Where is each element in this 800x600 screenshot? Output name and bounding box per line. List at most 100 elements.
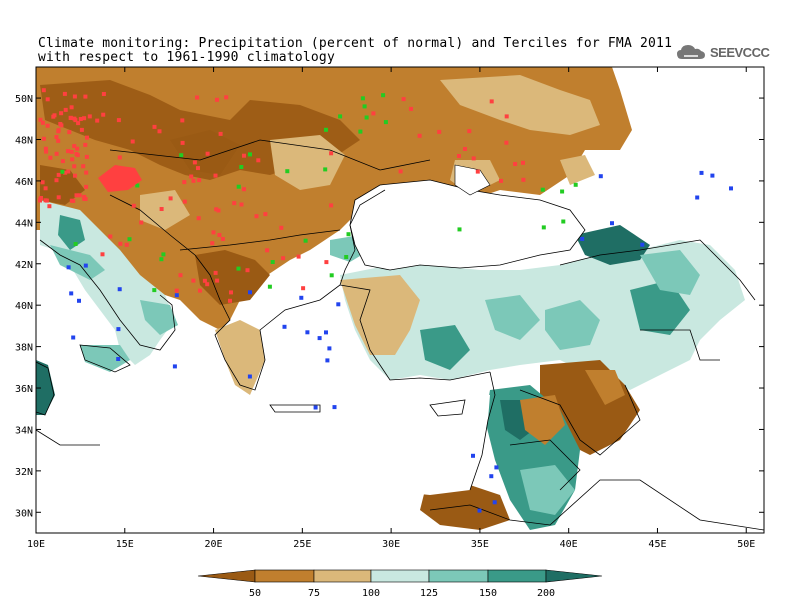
tercile-below-marker — [82, 196, 87, 201]
tercile-below-marker — [196, 166, 200, 171]
tercile-below-marker — [263, 212, 268, 217]
tercile-below-marker — [217, 233, 222, 237]
map-title-line-1: Climate monitoring: Precipitation (perce… — [38, 36, 673, 51]
x-tick-label: 20E — [205, 539, 223, 550]
tercile-below-marker — [265, 248, 270, 253]
tercile-below-marker — [40, 120, 45, 125]
y-tick-label: 50N — [15, 94, 33, 105]
wet-strong-georgia — [575, 225, 650, 265]
tercile-normal-marker — [179, 153, 184, 158]
tercile-below-marker — [504, 140, 509, 145]
tercile-above-marker — [116, 357, 121, 361]
tercile-normal-marker — [323, 167, 328, 172]
tercile-below-marker — [521, 177, 526, 182]
tercile-below-marker — [84, 184, 89, 189]
tercile-above-marker — [640, 242, 645, 247]
tercile-below-marker — [56, 138, 61, 143]
tercile-below-marker — [417, 133, 422, 138]
tercile-below-marker — [39, 196, 43, 200]
tercile-below-marker — [182, 199, 187, 204]
tercile-below-marker — [48, 155, 53, 160]
tercile-normal-marker — [457, 227, 462, 232]
y-tick-label: 48N — [15, 135, 33, 146]
tercile-below-marker — [205, 282, 210, 287]
x-tick-label: 35E — [471, 539, 489, 550]
tercile-below-marker — [66, 149, 70, 154]
tercile-normal-marker — [541, 225, 546, 230]
tercile-below-marker — [168, 196, 173, 201]
mediterranean-sea — [36, 380, 490, 495]
tercile-below-marker — [72, 144, 77, 149]
tercile-above-marker — [77, 298, 81, 303]
tercile-below-marker — [254, 214, 259, 219]
tercile-below-marker — [59, 111, 64, 116]
tercile-below-marker — [81, 164, 86, 169]
tercile-normal-marker — [324, 127, 328, 132]
tercile-below-marker — [467, 129, 472, 134]
tercile-below-marker — [76, 121, 81, 126]
tercile-below-marker — [239, 202, 244, 207]
tercile-below-marker — [63, 170, 68, 175]
tercile-below-marker — [45, 123, 50, 128]
tercile-below-marker — [56, 195, 61, 200]
tercile-below-marker — [77, 193, 82, 198]
tercile-below-marker — [51, 114, 56, 119]
tercile-below-marker — [159, 207, 164, 211]
tercile-below-marker — [398, 169, 403, 174]
tercile-above-marker — [327, 346, 332, 351]
tercile-below-marker — [139, 220, 144, 225]
tercile-normal-marker — [161, 252, 166, 257]
dry-light-northeast — [440, 75, 600, 135]
tercile-below-marker — [40, 180, 45, 185]
tercile-above-marker — [305, 330, 310, 335]
tercile-below-marker — [87, 114, 92, 119]
dry-syria-desert — [520, 395, 565, 445]
tercile-below-marker — [191, 278, 196, 283]
tercile-normal-marker — [362, 104, 367, 109]
tercile-below-marker — [38, 117, 43, 122]
tercile-below-marker — [100, 252, 105, 257]
tercile-normal-marker — [383, 120, 388, 125]
seevccc-logo: SEEVCCC — [676, 40, 770, 64]
tercile-normal-marker — [381, 93, 386, 98]
tercile-above-marker — [83, 263, 88, 268]
wet-strong-italy-north — [58, 215, 85, 250]
map-frame — [35, 66, 765, 534]
tercile-below-marker — [180, 118, 185, 123]
wet-jordan — [520, 465, 575, 515]
tercile-below-marker — [220, 237, 225, 241]
tercile-normal-marker — [73, 242, 78, 246]
tercile-normal-marker — [285, 169, 290, 174]
tercile-below-marker — [174, 288, 179, 293]
tercile-below-marker — [56, 129, 61, 134]
y-tick-label: 42N — [15, 260, 33, 271]
tercile-above-marker — [69, 291, 74, 296]
tercile-normal-marker — [248, 152, 252, 157]
tercile-below-marker — [182, 180, 187, 185]
dry-light-east — [270, 135, 345, 190]
tercile-below-marker — [499, 178, 503, 183]
x-tick-label: 15E — [116, 539, 134, 550]
tercile-normal-marker — [560, 189, 565, 194]
dry-strong-core — [170, 130, 240, 175]
tercile-below-marker — [232, 201, 237, 206]
tercile-above-marker — [248, 290, 252, 295]
y-tick-label: 30N — [15, 508, 33, 519]
tercile-below-marker — [401, 97, 406, 102]
tercile-below-marker — [67, 130, 72, 135]
tercile-above-marker — [494, 465, 499, 470]
x-tick-label: 40E — [560, 539, 578, 550]
tercile-below-marker — [463, 147, 467, 151]
tercile-above-marker — [610, 221, 614, 226]
legend-label: 150 — [479, 588, 497, 599]
tercile-normal-marker — [573, 182, 578, 187]
y-tick-label: 36N — [15, 384, 33, 395]
tercile-below-marker — [242, 153, 246, 158]
x-tick-label: 10E — [27, 539, 45, 550]
tercile-below-marker — [178, 273, 183, 278]
tercile-below-marker — [72, 164, 77, 169]
tercile-below-marker — [72, 94, 77, 99]
tercile-below-marker — [69, 149, 74, 154]
tercile-normal-marker — [236, 184, 241, 189]
